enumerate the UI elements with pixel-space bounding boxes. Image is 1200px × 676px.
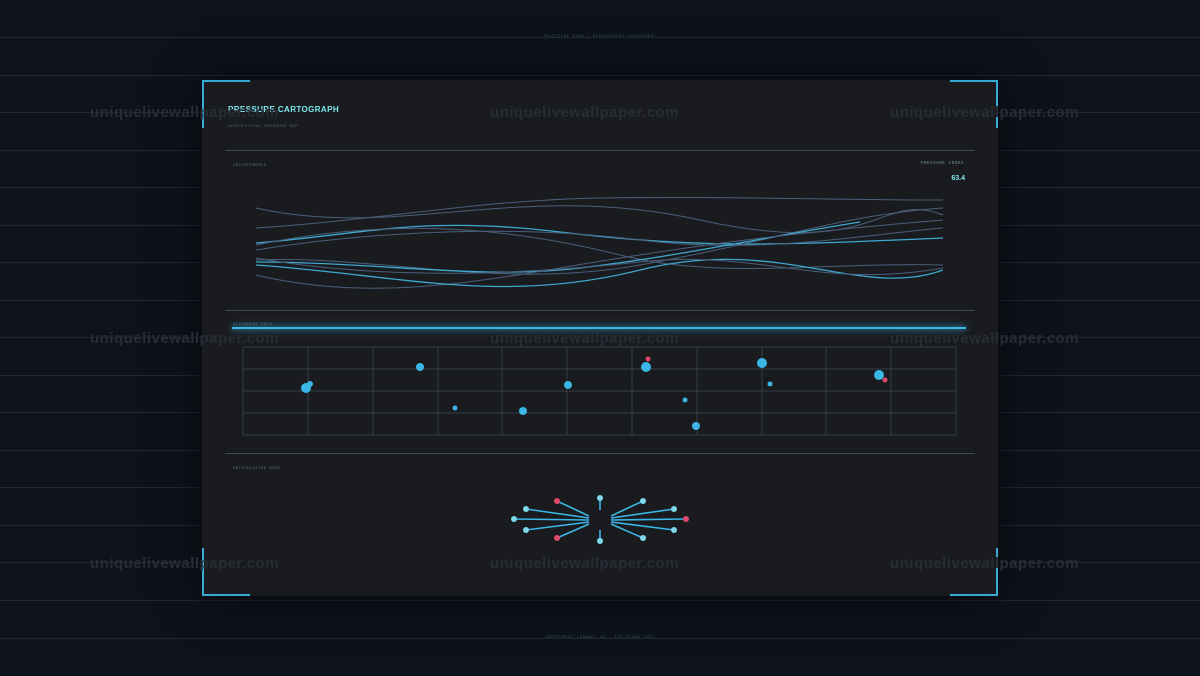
frame-corner-top-left (202, 80, 250, 128)
watermark: uniquelivewallpaper.com (890, 330, 1080, 347)
watermark: uniquelivewallpaper.com (90, 330, 280, 347)
background-rule (0, 75, 1200, 76)
watermark: uniquelivewallpaper.com (890, 104, 1080, 121)
instrument-panel (202, 80, 998, 596)
frame-corner-top-right (950, 80, 998, 128)
divider (225, 150, 975, 151)
panel-subtitle: GEOPOLITICAL PRESSURE MAP (228, 125, 299, 129)
scan-bar (232, 327, 966, 329)
section-label-alignment: ALIGNMENT GRID (233, 323, 273, 327)
watermark: uniquelivewallpaper.com (490, 555, 680, 572)
watermark: uniquelivewallpaper.com (490, 104, 680, 121)
watermark: uniquelivewallpaper.com (490, 330, 680, 347)
section-label-interference: INTERFERENCE (233, 164, 267, 168)
section-label-articulation: ARTICULATION NODE (233, 467, 281, 471)
background-rule (0, 638, 1200, 639)
divider (225, 453, 975, 454)
frame-corner-bottom-right (950, 548, 998, 596)
background-rule (0, 37, 1200, 38)
panel-title: PRESSURE CARTOGRAPH (228, 105, 340, 114)
watermark: uniquelivewallpaper.com (90, 555, 280, 572)
watermark: uniquelivewallpaper.com (890, 555, 1080, 572)
header-caption: POLITICAL VIEW / MEASUREMENT INSTRUMENT (543, 35, 657, 39)
divider (225, 310, 975, 311)
watermark: uniquelivewallpaper.com (90, 104, 280, 121)
footer-caption: INSTRUMENT CHANNEL 06 · TRI-PLANE UNIT (544, 636, 656, 640)
background-rule (0, 600, 1200, 601)
frame-corner-bottom-left (202, 548, 250, 596)
readout-value: 63.4 (951, 175, 965, 182)
readout-label: PRESSURE INDEX (920, 161, 964, 166)
